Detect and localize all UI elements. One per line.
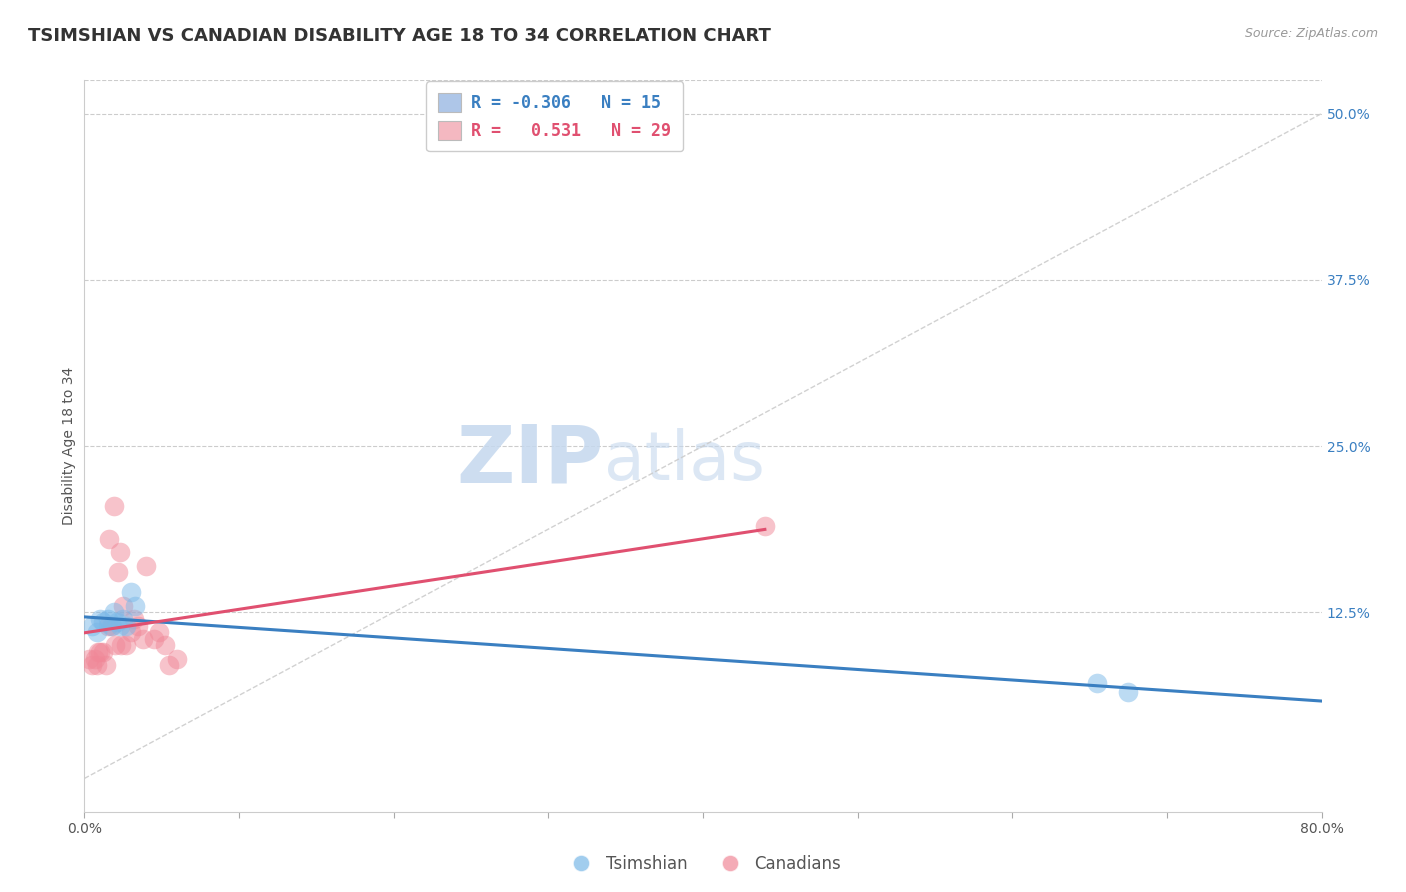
Point: [105, 615, 128, 629]
Point: [100, 618, 122, 632]
Point: [110, 639, 132, 653]
Point: [127, 618, 149, 632]
Point: [159, 658, 180, 673]
Point: [82, 618, 104, 632]
Point: [120, 585, 142, 599]
Point: [94, 658, 117, 673]
Point: [96, 618, 118, 632]
Point: [115, 639, 138, 653]
Point: [103, 499, 125, 513]
Point: [754, 518, 776, 533]
Point: [108, 618, 131, 632]
Point: [153, 639, 176, 653]
Point: [86, 658, 108, 673]
Point: [87, 645, 110, 659]
Point: [86, 625, 108, 640]
Point: [1087, 675, 1109, 690]
Point: [82, 658, 104, 673]
Text: Source: ZipAtlas.com: Source: ZipAtlas.com: [1244, 27, 1378, 40]
Point: [107, 566, 129, 580]
Text: TSIMSHIAN VS CANADIAN DISABILITY AGE 18 TO 34 CORRELATION CHART: TSIMSHIAN VS CANADIAN DISABILITY AGE 18 …: [28, 27, 770, 45]
Legend: Tsimshian, Canadians: Tsimshian, Canadians: [558, 848, 848, 880]
Point: [96, 612, 118, 626]
Point: [104, 639, 127, 653]
Point: [101, 618, 124, 632]
Point: [98, 532, 121, 546]
Point: [112, 599, 135, 613]
Point: [103, 605, 125, 619]
Legend: R = -0.306   N = 15, R =   0.531   N = 29: R = -0.306 N = 15, R = 0.531 N = 29: [426, 81, 683, 152]
Y-axis label: Disability Age 18 to 34: Disability Age 18 to 34: [62, 367, 76, 525]
Point: [89, 645, 111, 659]
Point: [143, 632, 166, 646]
Point: [112, 612, 135, 626]
Text: atlas: atlas: [605, 427, 765, 493]
Point: [1116, 685, 1139, 699]
Point: [91, 615, 114, 629]
Point: [84, 652, 107, 666]
Point: [120, 625, 142, 640]
Point: [148, 625, 170, 640]
Point: [77, 652, 100, 666]
Point: [115, 618, 138, 632]
Point: [135, 558, 157, 573]
Point: [89, 612, 111, 626]
Point: [91, 645, 114, 659]
Point: [124, 599, 146, 613]
Point: [166, 652, 188, 666]
Point: [108, 545, 131, 559]
Text: ZIP: ZIP: [457, 422, 605, 500]
Point: [132, 632, 155, 646]
Point: [122, 612, 145, 626]
